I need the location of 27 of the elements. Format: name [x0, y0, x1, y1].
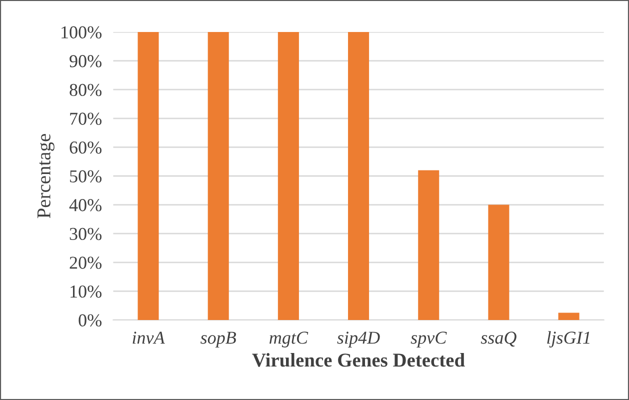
x-tick-label: mgtC	[270, 332, 308, 348]
y-tick-label: 60%	[70, 141, 102, 154]
y-tick-label: 80%	[70, 84, 102, 96]
x-tick-label: spvC	[410, 332, 447, 348]
y-axis-title: Percentage	[38, 134, 54, 218]
y-tick-label: 90%	[70, 55, 102, 68]
y-tick-label: 40%	[69, 199, 102, 212]
y-tick-label: 70%	[70, 112, 102, 125]
x-tick-label: sopB	[200, 332, 236, 348]
x-axis-title: Virulence Genes Detected	[252, 353, 465, 367]
x-tick-label: ljsGI1	[547, 331, 590, 348]
bar	[138, 32, 159, 320]
x-tick-label: sip4D	[337, 332, 380, 348]
bar	[418, 170, 440, 320]
bar	[488, 204, 510, 320]
bar	[208, 32, 229, 320]
x-tick-label: ssaQ	[480, 332, 516, 347]
y-tick-label: 10%	[70, 285, 102, 298]
y-tick-label: 30%	[70, 228, 102, 240]
y-tick-label: 100%	[62, 26, 102, 38]
bar	[278, 32, 299, 320]
y-tick-label: 50%	[70, 170, 102, 182]
bar	[558, 312, 580, 320]
x-tick-label: invA	[132, 332, 165, 344]
y-tick-label: 20%	[70, 256, 102, 269]
bar	[348, 32, 370, 320]
y-tick-label: 0%	[78, 314, 102, 326]
